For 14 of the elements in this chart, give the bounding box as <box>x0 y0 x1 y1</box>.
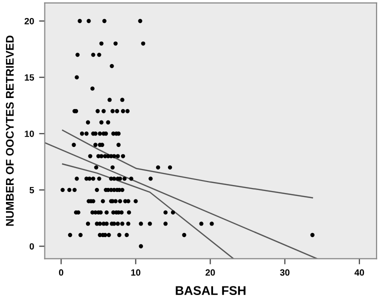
x-tick-label: 0 <box>58 269 64 276</box>
x-tick-label: 20 <box>206 269 215 276</box>
y-tick-label: 5 <box>30 187 34 194</box>
y-tick-label: 0 <box>30 243 34 250</box>
y-tick-label: 20 <box>24 18 34 24</box>
line-series <box>62 163 234 259</box>
y-axis-title: NUMBER OF OOCYTES RETRIEVED <box>6 36 14 226</box>
x-tick-label: 10 <box>131 269 140 276</box>
y-tick-label: 10 <box>24 130 34 137</box>
y-tick-label: 15 <box>24 74 34 81</box>
x-axis-title: BASAL FSH <box>176 286 246 295</box>
x-tick-label: 40 <box>354 269 364 276</box>
line-series <box>62 130 314 198</box>
x-tick-label: 30 <box>280 269 290 276</box>
